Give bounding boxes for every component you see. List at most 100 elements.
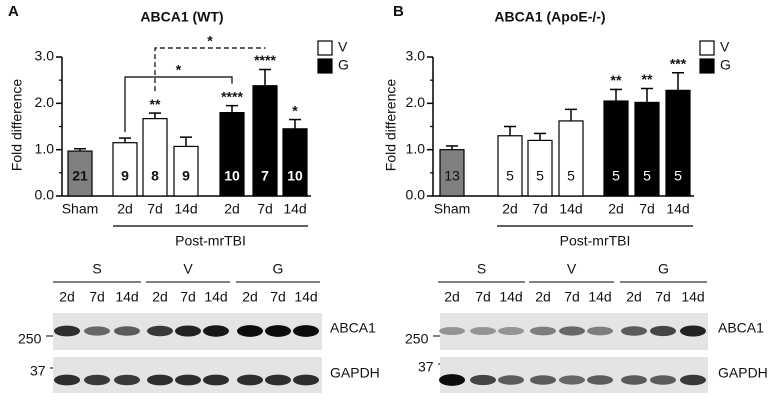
sample-size-label: 10 bbox=[224, 168, 240, 184]
blot-lane-label: 14d bbox=[294, 289, 317, 305]
bar bbox=[142, 118, 168, 197]
sample-size-label: 5 bbox=[506, 168, 514, 184]
blot-group-label: G bbox=[273, 261, 284, 277]
sample-size-label: 9 bbox=[182, 168, 190, 184]
bar bbox=[252, 85, 278, 197]
blot-band bbox=[650, 375, 676, 385]
blot-band bbox=[175, 374, 201, 386]
blot-marker-label: 250 bbox=[18, 331, 42, 347]
blot-lane-label: 14d bbox=[681, 289, 704, 305]
blot-lane-label: 7d bbox=[270, 289, 286, 305]
x-tick-label: 14d bbox=[559, 201, 582, 217]
blot-band bbox=[439, 374, 465, 386]
blot-band bbox=[54, 325, 80, 337]
blot-band bbox=[147, 325, 173, 337]
sample-size-label: 5 bbox=[612, 168, 620, 184]
significance-label: ** bbox=[150, 96, 161, 112]
blot-band bbox=[587, 326, 613, 336]
x-tick-label: 7d bbox=[639, 201, 655, 217]
sample-size-label: 8 bbox=[151, 168, 159, 184]
sample-size-label: 5 bbox=[674, 168, 682, 184]
blot-band bbox=[203, 325, 229, 337]
significance-label: * bbox=[292, 102, 298, 118]
bar bbox=[603, 100, 629, 197]
y-tick-label: 1.0 bbox=[406, 140, 426, 156]
x-tick-label: Sham bbox=[434, 201, 471, 217]
significance-label: ** bbox=[642, 71, 653, 87]
y-tick-label: 3.0 bbox=[406, 48, 426, 64]
blot-band bbox=[237, 325, 263, 337]
blot-lane-label: 7d bbox=[180, 289, 196, 305]
blot-row-label: GAPDH bbox=[718, 365, 768, 381]
blot-lane-label: 7d bbox=[655, 289, 671, 305]
blot-band bbox=[621, 375, 647, 385]
panel-label: A bbox=[8, 3, 19, 20]
blot-marker-label: 37 bbox=[418, 359, 434, 375]
blot-band bbox=[114, 374, 140, 386]
y-tick-label: 2.0 bbox=[35, 94, 55, 110]
blot-band bbox=[559, 375, 585, 385]
y-tick-label: 0.0 bbox=[35, 187, 55, 203]
bar bbox=[558, 120, 584, 197]
blot-band bbox=[530, 375, 556, 385]
x-tick-label: 2d bbox=[502, 201, 518, 217]
blot-band bbox=[559, 326, 585, 336]
sample-size-label: 13 bbox=[444, 168, 460, 184]
blot-group-label: G bbox=[658, 261, 669, 277]
blot-band bbox=[530, 326, 556, 336]
blot-lane-label: 2d bbox=[59, 289, 75, 305]
blot-band bbox=[650, 325, 676, 337]
bar bbox=[497, 135, 523, 197]
significance-label: **** bbox=[254, 52, 276, 68]
significance-label: *** bbox=[670, 55, 687, 71]
blot-band bbox=[237, 374, 263, 386]
blot-group-label: V bbox=[567, 261, 577, 277]
blot-band bbox=[498, 326, 524, 336]
blot-band bbox=[470, 326, 496, 336]
blot-band bbox=[265, 374, 291, 386]
blot-row-label: GAPDH bbox=[330, 365, 380, 381]
x-tick-label: 2d bbox=[224, 201, 240, 217]
blot-lane-label: 2d bbox=[444, 289, 460, 305]
blot-lane-label: 2d bbox=[626, 289, 642, 305]
blot-band bbox=[175, 325, 201, 337]
sample-size-label: 5 bbox=[567, 168, 575, 184]
blot-panel bbox=[440, 357, 708, 393]
significance-label: **** bbox=[221, 88, 243, 104]
panel-label: B bbox=[393, 3, 404, 20]
blot-lane-label: 14d bbox=[588, 289, 611, 305]
y-tick-label: 2.0 bbox=[406, 94, 426, 110]
comparison-bracket bbox=[154, 47, 266, 92]
blot-band bbox=[680, 374, 706, 386]
blot-band bbox=[84, 374, 110, 386]
blot-row-label: ABCA1 bbox=[330, 320, 376, 336]
legend-label: G bbox=[338, 57, 349, 73]
x-tick-label: 7d bbox=[257, 201, 273, 217]
x-tick-label: 14d bbox=[666, 201, 689, 217]
blot-band bbox=[293, 374, 319, 386]
blot-band bbox=[680, 325, 706, 337]
sample-size-label: 5 bbox=[536, 168, 544, 184]
y-axis-label: Fold difference bbox=[383, 79, 399, 172]
blot-band bbox=[621, 326, 647, 336]
x-tick-label: 7d bbox=[147, 201, 163, 217]
blot-lane-label: 2d bbox=[242, 289, 258, 305]
chart-title: ABCA1 (ApoE-/-) bbox=[494, 9, 605, 25]
bar bbox=[112, 142, 138, 197]
blot-band bbox=[147, 374, 173, 386]
blot-lane-label: 2d bbox=[535, 289, 551, 305]
blot-group-label: V bbox=[183, 261, 193, 277]
blot-band bbox=[439, 326, 465, 336]
blot-band bbox=[114, 326, 140, 336]
legend-swatch bbox=[699, 58, 715, 74]
legend-label: G bbox=[720, 57, 731, 73]
bar bbox=[527, 139, 553, 197]
x-axis-label: Post-mrTBI bbox=[560, 233, 631, 249]
x-tick-label: 14d bbox=[283, 201, 306, 217]
blot-band bbox=[265, 325, 291, 337]
legend-label: V bbox=[720, 39, 730, 55]
blot-marker-label: 37 bbox=[30, 363, 46, 379]
blot-band bbox=[587, 375, 613, 385]
